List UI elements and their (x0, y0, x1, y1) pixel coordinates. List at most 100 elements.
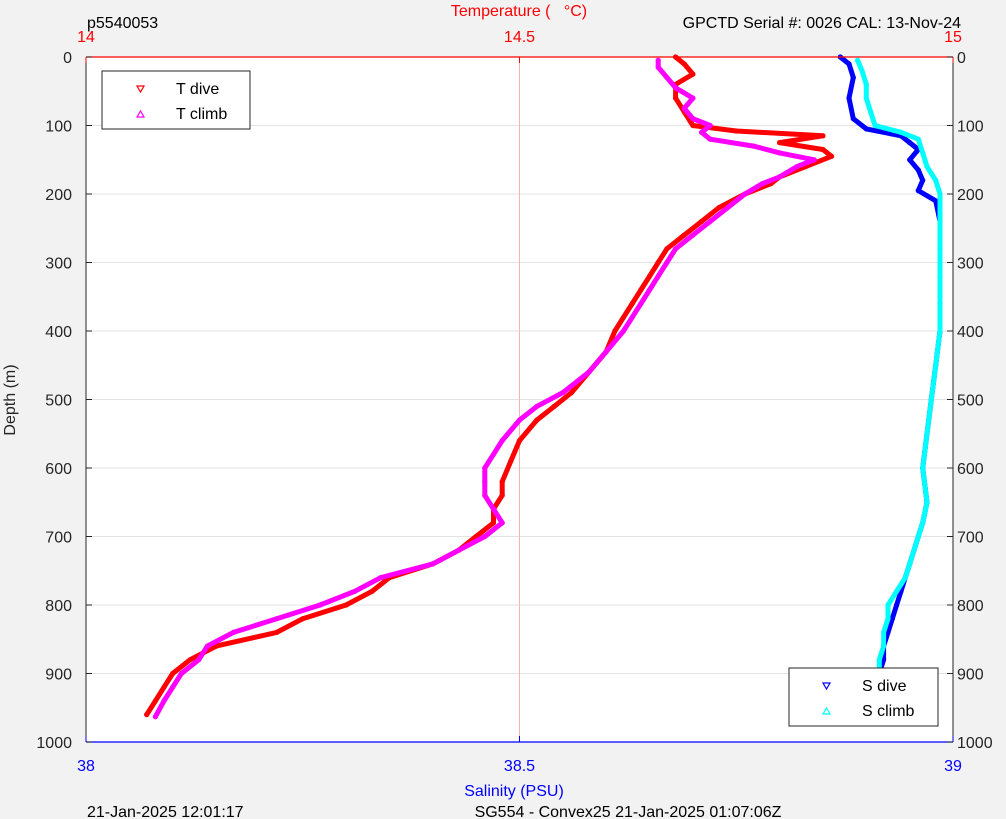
data-point (777, 140, 783, 146)
data-point (681, 61, 687, 67)
data-point (274, 629, 280, 636)
data-point (170, 670, 176, 677)
data-point (868, 109, 874, 115)
data-point (664, 74, 670, 81)
y-tick-label-right: 400 (957, 324, 984, 341)
data-point (933, 198, 939, 204)
data-point (725, 205, 731, 211)
temperature-legend: T dive T climb (101, 70, 251, 130)
data-point (863, 81, 869, 87)
data-point (482, 479, 488, 485)
data-point (759, 181, 765, 187)
data-point (915, 533, 921, 540)
data-point (924, 164, 930, 170)
data-point (681, 232, 687, 238)
data-point (937, 225, 943, 231)
y-tick-label-right: 100 (957, 119, 984, 136)
data-point (885, 602, 891, 608)
data-point (846, 61, 852, 67)
data-point (647, 287, 653, 293)
data-point (629, 314, 635, 320)
data-point (707, 218, 713, 224)
data-point (490, 451, 497, 457)
data-point (933, 177, 939, 183)
data-point (885, 629, 891, 636)
y-tick-label-right: 600 (957, 461, 984, 478)
data-point (907, 157, 913, 163)
data-point (490, 520, 497, 526)
data-point (647, 273, 653, 279)
data-point (534, 417, 540, 423)
data-point (655, 273, 661, 279)
data-point (920, 465, 926, 471)
data-point (516, 417, 523, 423)
data-point (894, 602, 900, 608)
ctd-serial-info: GPCTD Serial #: 0026 CAL: 13-Nov-24 (683, 15, 961, 32)
legend-marker-t-climb (135, 109, 146, 118)
data-point (673, 85, 679, 91)
data-point (915, 188, 921, 194)
data-point (152, 714, 158, 720)
data-point (482, 533, 488, 540)
data-point (863, 126, 869, 132)
data-point (187, 657, 193, 663)
y-tick-label-right: 300 (957, 256, 984, 273)
data-point (603, 349, 609, 355)
data-point (560, 390, 566, 396)
legend-marker-s-climb (821, 706, 832, 715)
temperature-tick-label: 15 (944, 29, 962, 46)
y-tick-label-right: 1000 (957, 735, 993, 752)
data-point (777, 174, 783, 180)
data-point (751, 143, 757, 149)
data-point (317, 602, 323, 608)
data-point (881, 629, 887, 636)
data-point (568, 390, 575, 396)
data-point (794, 164, 800, 170)
y-tick-label-left: 800 (45, 598, 72, 615)
x-axis-label-temperature: Temperature ( °C) (451, 3, 587, 20)
data-point (920, 177, 926, 183)
data-point (456, 547, 462, 553)
legend-label-s-dive: S dive (862, 678, 907, 695)
data-point (915, 167, 921, 173)
mission-info: SG554 - Convex25 21-Jan-2025 01:07:06Z (475, 804, 782, 819)
data-point (638, 287, 644, 293)
data-point (230, 629, 236, 636)
data-point (430, 561, 436, 567)
data-point (699, 218, 705, 224)
y-tick-label-right: 800 (957, 598, 984, 615)
temperature-tick-label: 14 (77, 29, 95, 46)
data-point (937, 328, 943, 334)
data-point (655, 259, 661, 266)
data-point (933, 362, 939, 368)
data-point (499, 438, 505, 444)
salinity-tick-label: 38 (77, 758, 95, 775)
data-point (516, 438, 523, 444)
data-point (733, 128, 739, 134)
y-axis-label: Depth (m) (2, 364, 19, 435)
data-point (707, 136, 713, 142)
data-point (863, 95, 869, 101)
data-point (690, 232, 696, 238)
data-point (690, 95, 696, 101)
data-point (490, 506, 497, 512)
y-tick-label-right: 0 (957, 50, 966, 67)
legend-label-s-climb: S climb (862, 703, 915, 720)
data-point (911, 547, 917, 553)
data-point (638, 301, 644, 307)
data-point (152, 698, 158, 704)
series-t-climb (152, 57, 817, 720)
legend-marker-t-dive (135, 85, 146, 94)
salinity-tick-label: 38.5 (504, 758, 535, 775)
data-point (937, 259, 943, 266)
data-point (902, 575, 908, 581)
data-point (655, 64, 661, 70)
data-point (664, 246, 670, 252)
legend-label-t-climb: T climb (176, 106, 227, 123)
data-point (499, 492, 505, 498)
y-tick-label-left: 500 (45, 393, 72, 410)
data-point (846, 95, 852, 101)
data-point (690, 71, 696, 77)
data-point (898, 129, 904, 135)
